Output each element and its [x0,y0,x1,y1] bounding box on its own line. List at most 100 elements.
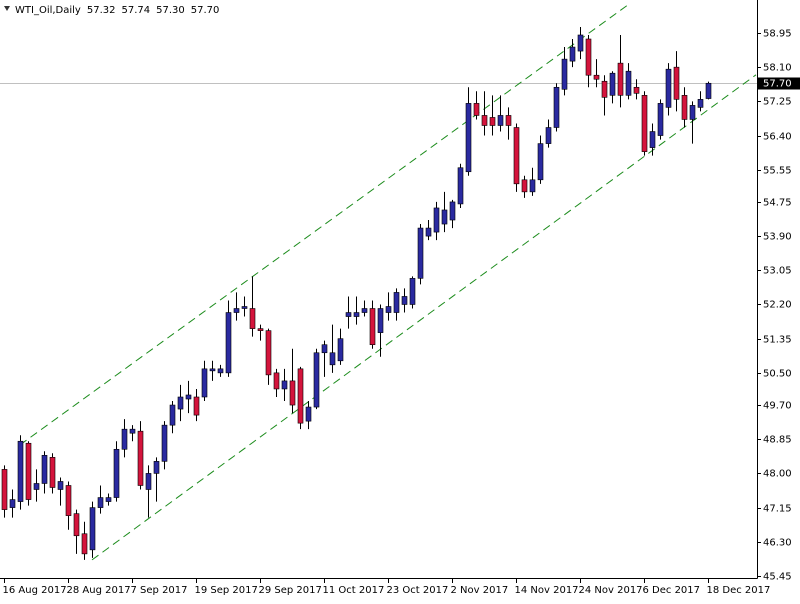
header-value: 57.30 [156,5,185,16]
last-price-tag [758,77,800,90]
channel-line [19,4,629,446]
y-tick-label: 57.25 [763,97,792,108]
candle-body [529,179,536,193]
x-tick-label: 28 Aug 2017 [67,585,131,596]
candle-body [425,227,432,237]
candle-body [9,499,16,508]
y-tick-label: 47.15 [763,504,792,515]
candle-body [433,207,440,233]
candle-body [561,58,568,90]
x-tick-label: 14 Nov 2017 [515,585,579,596]
candle-body [705,82,712,99]
candle-body [601,80,608,98]
y-tick-label: 52.20 [763,300,792,311]
candle-body [505,115,512,126]
candle-body [513,127,520,185]
y-tick-label: 58.10 [763,63,792,74]
header-value: 57.70 [191,5,220,16]
candle-body [17,440,24,502]
chart-header: WTI_Oil,Daily 57.32 57.74 57.30 57.70 [15,5,219,16]
candle-body [225,312,232,374]
header-value: 57.74 [122,5,151,16]
candle-body [417,227,424,279]
candle-body [681,95,688,120]
y-tick-label: 55.55 [763,166,792,177]
candle-body [265,330,272,376]
symbol: WTI_Oil,Daily [15,5,81,16]
candle-body [249,308,256,329]
candle-body [161,424,168,462]
y-tick-label: 48.00 [763,469,792,480]
candle-body [473,103,480,116]
candle-body [353,312,360,317]
y-tick-label: 50.50 [763,369,792,380]
candle-body [25,442,32,500]
candle-body [73,513,80,537]
candle-body [1,469,8,510]
y-tick-label: 54.75 [763,198,792,209]
x-tick-label: 7 Sep 2017 [131,585,188,596]
candle-body [569,46,576,62]
header-icon [4,6,10,11]
candle-body [361,308,368,313]
candle-body [537,143,544,181]
candle-body [89,507,96,551]
candle-body [297,368,304,424]
candle-body [185,394,192,400]
channel-line [91,74,757,561]
candle-body [697,99,704,108]
x-tick-label: 24 Nov 2017 [579,585,643,596]
candle-body [137,430,144,486]
candle-body [609,72,616,96]
candle-body [441,209,448,225]
x-tick-label: 29 Sep 2017 [259,585,322,596]
candle-body [545,127,552,144]
candle-body [457,167,464,205]
candle-body [625,70,632,96]
candle-body [121,428,128,450]
candle-body [449,201,456,221]
candle-body [577,34,584,52]
candle-body [617,62,624,96]
candle-body [665,68,672,108]
candle-body [385,306,392,313]
candle-body [369,308,376,346]
candle-body [401,296,408,305]
x-tick-label: 16 Aug 2017 [3,585,67,596]
candle-body [209,368,216,372]
candle-body [105,497,112,502]
candle-body [113,448,120,498]
candle-body [337,338,344,362]
y-tick-label: 45.45 [763,572,792,583]
candle-body [57,481,64,490]
y-tick-label: 58.95 [763,29,792,40]
candle-body [657,103,664,136]
header-value: 57.32 [87,5,116,16]
x-tick-label: 2 Nov 2017 [451,585,509,596]
candle-body [305,406,312,422]
candle-body [465,103,472,173]
candle-body [313,352,320,408]
candle-body [673,66,680,100]
candle-body [193,396,200,416]
candle-body [489,117,496,126]
y-tick-label: 53.90 [763,232,792,243]
candle-body [177,396,184,410]
y-tick-label: 48.85 [763,435,792,446]
candle-body [481,115,488,126]
candle-body [345,312,352,317]
candle-body [321,344,328,354]
plot-area [0,4,757,561]
x-tick-label: 19 Sep 2017 [195,585,258,596]
candle-body [393,292,400,313]
candle-body [521,179,528,193]
candle-body [553,86,560,128]
candle-body [33,483,40,490]
x-tick-label: 18 Dec 2017 [707,585,771,596]
candle-body [81,533,88,555]
candle-body [97,497,104,508]
y-tick-label: 51.35 [763,335,792,346]
candle-body [377,308,384,333]
